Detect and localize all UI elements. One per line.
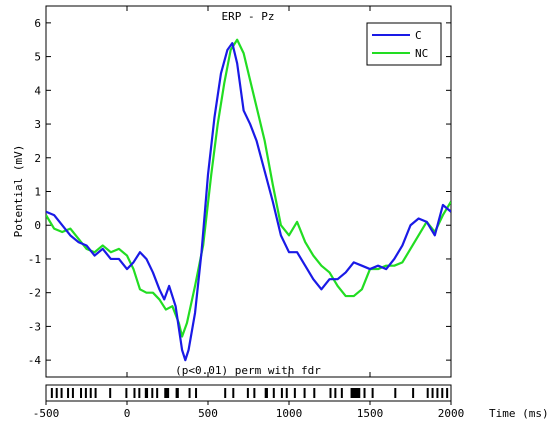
y-tick-label: -2 [28, 287, 41, 300]
significance-mark [246, 388, 249, 398]
significance-mark [394, 388, 397, 398]
significance-mark [138, 388, 141, 398]
significance-mark [334, 388, 337, 398]
series-line-nc [46, 38, 451, 338]
legend: C NC [366, 22, 442, 66]
significance-mark [144, 388, 149, 398]
legend-label-nc: NC [415, 47, 428, 60]
significance-mark [80, 388, 83, 398]
x-tick-label: 1500 [357, 407, 384, 420]
significance-mark [232, 388, 235, 398]
significance-annotation: (p<0.01) perm with fdr [175, 364, 321, 377]
significance-mark [71, 388, 74, 398]
significance-mark [188, 388, 191, 398]
significance-mark [293, 388, 296, 398]
significance-mark [303, 388, 306, 398]
significance-mark [412, 388, 415, 398]
legend-box [366, 22, 442, 66]
y-tick-label: 4 [34, 84, 41, 97]
significance-mark [151, 388, 154, 398]
significance-mark [371, 388, 374, 398]
significance-mark [109, 388, 112, 398]
significance-mark [133, 388, 136, 398]
significance-mark [363, 388, 366, 398]
significance-mark [67, 388, 70, 398]
y-tick-label: -4 [28, 354, 42, 367]
significance-mark [164, 388, 170, 398]
significance-mark [285, 388, 288, 398]
y-tick-label: 5 [34, 51, 41, 64]
significance-mark [350, 388, 361, 398]
y-tick-label: -3 [28, 320, 41, 333]
significance-mark [441, 388, 444, 398]
x-tick-label: 0 [124, 407, 131, 420]
significance-mark [253, 388, 256, 398]
x-axis: -500 0 500 1000 1500 2000 [33, 6, 465, 420]
x-tick-label: -500 [33, 407, 60, 420]
significance-mark [125, 388, 128, 398]
y-axis: -4 -3 -2 -1 0 1 2 3 4 5 6 [28, 17, 451, 367]
significance-mark [224, 388, 227, 398]
y-tick-label: 1 [34, 186, 41, 199]
significance-mark [195, 388, 198, 398]
significance-mark [156, 388, 159, 398]
significance-mark [89, 388, 92, 398]
significance-mark [446, 388, 449, 398]
series-group [46, 38, 451, 362]
significance-mark [94, 388, 97, 398]
y-tick-label: 6 [34, 17, 41, 30]
significance-mark [426, 388, 429, 398]
significance-mark [431, 388, 434, 398]
significance-mark [55, 388, 58, 398]
significance-marks [50, 388, 449, 398]
chart-title: ERP - Pz [222, 10, 275, 23]
significance-mark [436, 388, 439, 398]
x-axis-label: Time (ms) [489, 407, 549, 420]
significance-mark [50, 388, 53, 398]
significance-mark [175, 388, 179, 398]
significance-mark [340, 388, 343, 398]
y-tick-label: 3 [34, 118, 41, 131]
significance-mark [280, 388, 283, 398]
x-tick-label: 1000 [276, 407, 303, 420]
significance-mark [264, 388, 268, 398]
y-tick-label: -1 [28, 253, 41, 266]
significance-mark [329, 388, 332, 398]
significance-mark [272, 388, 275, 398]
significance-mark [60, 388, 63, 398]
y-tick-label: 2 [34, 152, 41, 165]
x-tick-label: 2000 [438, 407, 465, 420]
y-tick-label: 0 [34, 219, 41, 232]
legend-label-c: C [415, 29, 422, 42]
significance-mark [313, 388, 316, 398]
x-tick-label: 500 [198, 407, 218, 420]
significance-mark [84, 388, 87, 398]
significance-strip [45, 384, 452, 402]
y-axis-label: Potential (mV) [12, 145, 25, 238]
series-line-c [46, 42, 451, 362]
